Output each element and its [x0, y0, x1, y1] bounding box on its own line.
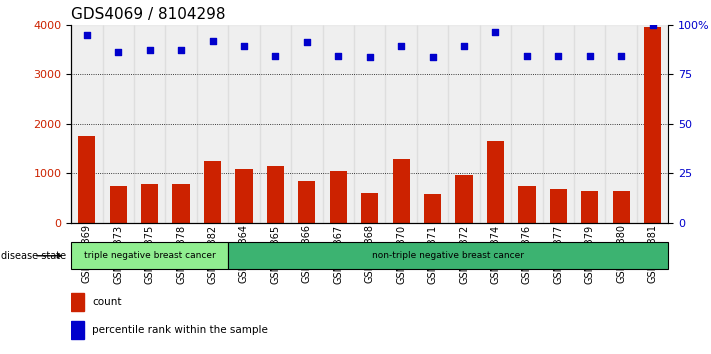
- Bar: [637, 25, 668, 223]
- Bar: [78, 136, 95, 223]
- Point: [269, 53, 281, 58]
- Point: [552, 53, 564, 58]
- Point: [395, 43, 407, 48]
- Text: count: count: [92, 297, 122, 307]
- Bar: [392, 159, 410, 223]
- Bar: [574, 25, 606, 223]
- Point: [81, 32, 92, 38]
- Text: GDS4069 / 8104298: GDS4069 / 8104298: [71, 7, 225, 22]
- Bar: [542, 25, 574, 223]
- Bar: [166, 25, 197, 223]
- Bar: [487, 141, 504, 223]
- Bar: [354, 25, 385, 223]
- Point: [112, 49, 124, 55]
- Bar: [228, 25, 260, 223]
- Bar: [385, 25, 417, 223]
- Bar: [197, 25, 228, 223]
- Bar: [71, 321, 84, 339]
- Point: [144, 47, 156, 52]
- Bar: [323, 25, 354, 223]
- Point: [207, 38, 218, 44]
- Bar: [449, 25, 480, 223]
- Bar: [228, 242, 668, 269]
- Point: [521, 53, 533, 58]
- Text: percentile rank within the sample: percentile rank within the sample: [92, 325, 268, 335]
- Bar: [455, 176, 473, 223]
- Point: [490, 29, 501, 35]
- Bar: [480, 25, 511, 223]
- Point: [616, 53, 627, 58]
- Bar: [71, 242, 228, 269]
- Point: [647, 22, 658, 28]
- Bar: [330, 171, 347, 223]
- Point: [427, 54, 438, 60]
- Bar: [613, 191, 630, 223]
- Point: [364, 54, 375, 60]
- Bar: [173, 184, 190, 223]
- Point: [333, 53, 344, 58]
- Point: [238, 43, 250, 48]
- Bar: [417, 25, 449, 223]
- Bar: [644, 27, 661, 223]
- Bar: [267, 166, 284, 223]
- Point: [176, 47, 187, 52]
- Bar: [361, 193, 378, 223]
- Bar: [291, 25, 323, 223]
- Point: [301, 39, 313, 45]
- Bar: [109, 186, 127, 223]
- Text: non-triple negative breast cancer: non-triple negative breast cancer: [373, 251, 524, 260]
- Bar: [134, 25, 166, 223]
- Bar: [518, 186, 535, 223]
- Bar: [298, 181, 316, 223]
- Bar: [550, 189, 567, 223]
- Bar: [606, 25, 637, 223]
- Bar: [204, 161, 221, 223]
- Bar: [260, 25, 291, 223]
- Point: [584, 53, 595, 58]
- Bar: [424, 194, 442, 223]
- Point: [459, 43, 470, 49]
- Bar: [511, 25, 542, 223]
- Bar: [141, 184, 159, 223]
- Text: disease state: disease state: [1, 251, 67, 261]
- Bar: [102, 25, 134, 223]
- Bar: [235, 169, 252, 223]
- Bar: [71, 25, 102, 223]
- Text: triple negative breast cancer: triple negative breast cancer: [84, 251, 215, 260]
- Bar: [581, 191, 599, 223]
- Bar: [71, 293, 84, 311]
